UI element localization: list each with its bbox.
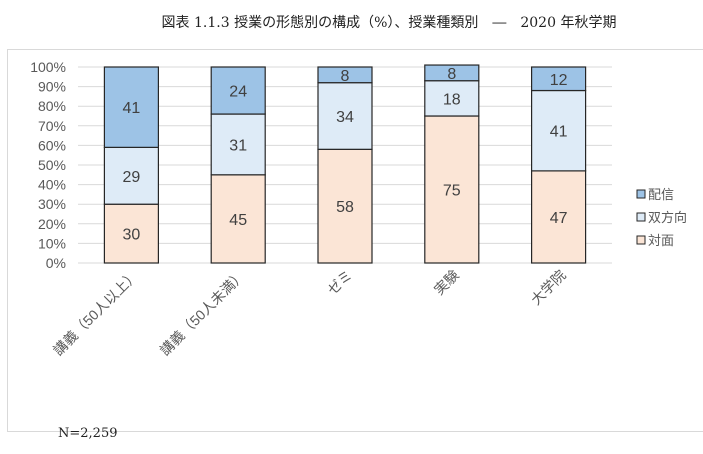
chart-title: 図表 1.1.3 授業の形態別の構成（%）、授業種類別 ― 2020 年秋学期 [161,15,617,31]
x-tick-label: 講義（50人以上） [50,267,142,359]
legend-swatch [636,189,646,199]
data-label: 45 [229,212,247,229]
bar-segment [317,148,373,264]
data-label: 29 [123,169,141,186]
y-tick-label: 40% [38,177,66,193]
data-label: 47 [550,210,568,227]
data-label: 18 [443,91,461,108]
bar-segment [424,115,480,264]
data-label: 12 [550,72,568,89]
bar-segment [317,82,373,150]
bar-segment [530,170,587,264]
bar-segment [103,66,160,148]
y-tick-label: 10% [38,235,66,251]
legend-swatch [636,235,646,245]
bar-segment [424,64,480,82]
bar-segment [210,113,266,176]
y-tick-label: 90% [38,79,66,95]
data-label: 8 [341,68,350,85]
data-label: 41 [123,100,141,117]
chart-frame [7,49,703,432]
x-tick-label: 講義（50人未満） [157,267,249,359]
y-tick-label: 80% [38,98,66,114]
x-tick-label: ゼミ [324,267,355,298]
legend-swatch [636,212,646,222]
bar-segment [210,66,266,115]
y-tick-label: 0% [46,255,66,271]
bar-segment [530,66,587,92]
y-tick-label: 100% [30,59,66,75]
data-label: 31 [229,137,247,154]
y-tick-label: 70% [38,118,66,134]
legend-label: 双方向 [648,210,687,226]
data-label: 58 [336,199,354,216]
bar-segment [317,66,373,84]
data-label: 75 [443,183,461,200]
y-tick-label: 60% [38,137,66,153]
data-label: 30 [123,227,141,244]
y-tick-label: 50% [38,157,66,173]
data-label: 41 [550,124,568,141]
bar-segment [424,80,480,117]
legend-label: 配信 [648,188,674,203]
sample-size-note: N=2,259 [58,426,118,441]
data-label: 8 [447,66,456,83]
data-label: 34 [336,109,354,126]
y-tick-label: 30% [38,196,66,212]
data-label: 24 [229,84,247,101]
x-tick-label: 大学院 [528,267,569,308]
legend-label: 対面 [648,234,674,249]
x-tick-label: 実験 [431,267,462,298]
y-tick-label: 20% [38,216,66,232]
